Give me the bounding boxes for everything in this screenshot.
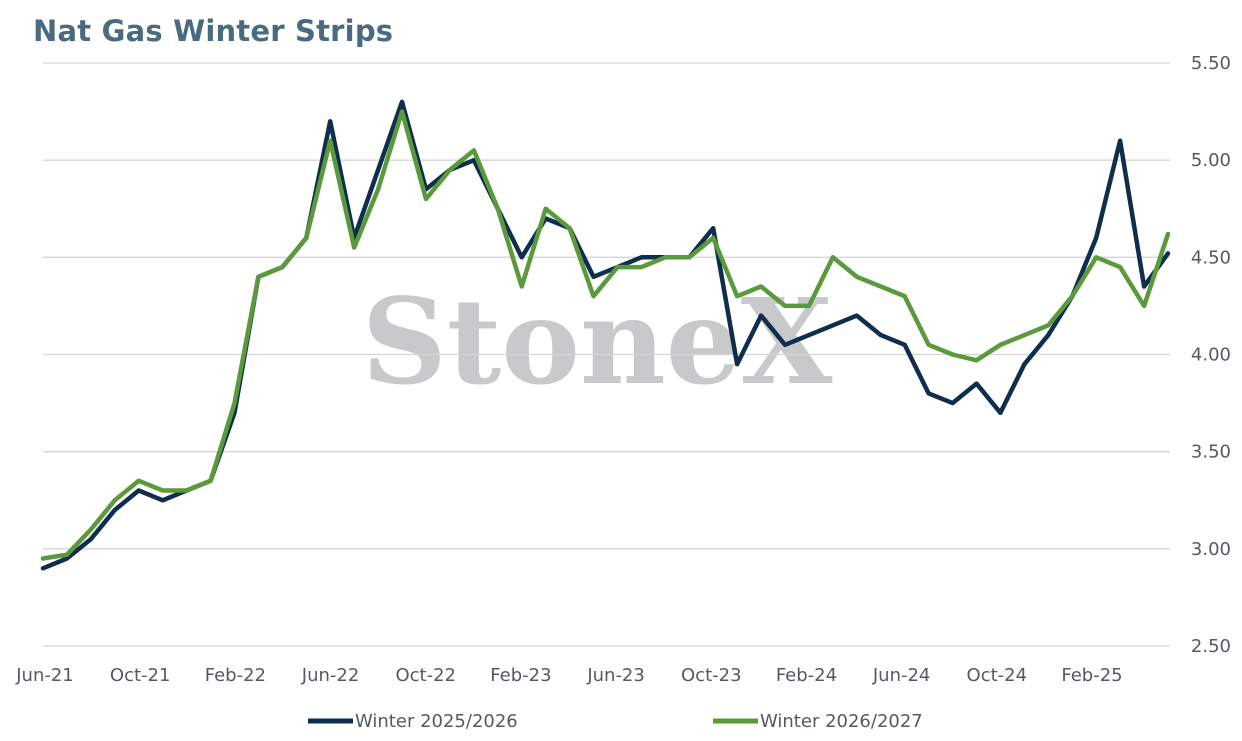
series-line-1 [40,99,1171,571]
y-tick-label: 5.00 [1191,150,1231,171]
x-tick-label: Feb-24 [776,665,837,686]
y-axis-ticks: 2.50 3.00 3.50 4.00 4.50 5.00 5.50 [1191,53,1231,657]
y-tick-label: 5.50 [1191,53,1231,74]
y-tick-label: 4.50 [1191,247,1231,268]
legend: Winter 2025/2026 Winter 2026/2027 [308,711,923,732]
x-tick-label: Feb-25 [1061,665,1122,686]
y-tick-label: 3.50 [1191,442,1231,463]
chart-title: Nat Gas Winter Strips [33,14,394,48]
x-tick-label: Oct-24 [967,665,1028,686]
x-tick-label: Oct-23 [681,665,742,686]
x-axis-ticks: Jun-21 Oct-21 Feb-22 Jun-22 Oct-22 Feb-23 Jun-… [15,665,1122,686]
series-line-2 [40,109,1171,561]
gridlines [43,62,1170,647]
y-tick-label: 4.00 [1191,345,1231,366]
legend-label-1: Winter 2025/2026 [355,711,518,732]
y-tick-label: 3.00 [1191,539,1231,560]
x-tick-label: Oct-21 [110,665,171,686]
x-tick-label: Jun-24 [872,665,931,686]
x-tick-label: Jun-23 [586,665,645,686]
x-tick-label: Feb-22 [205,665,266,686]
x-tick-label: Oct-22 [395,665,456,686]
y-tick-label: 2.50 [1191,636,1231,657]
x-tick-label: Jun-22 [301,665,360,686]
x-tick-label: Jun-21 [15,665,74,686]
series-lines [40,99,1171,571]
legend-label-2: Winter 2026/2027 [760,711,923,732]
x-tick-label: Feb-23 [490,665,551,686]
